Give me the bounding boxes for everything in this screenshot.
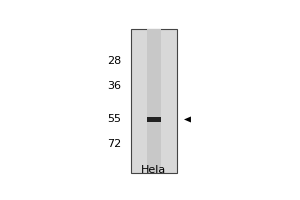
Text: Hela: Hela — [141, 165, 167, 175]
Bar — [147, 29, 161, 173]
Text: 72: 72 — [107, 139, 121, 149]
Text: 28: 28 — [107, 56, 121, 66]
Bar — [147, 117, 161, 122]
Polygon shape — [184, 116, 191, 122]
Text: 36: 36 — [107, 81, 121, 91]
Bar — [130, 29, 177, 173]
Text: 55: 55 — [107, 114, 121, 124]
